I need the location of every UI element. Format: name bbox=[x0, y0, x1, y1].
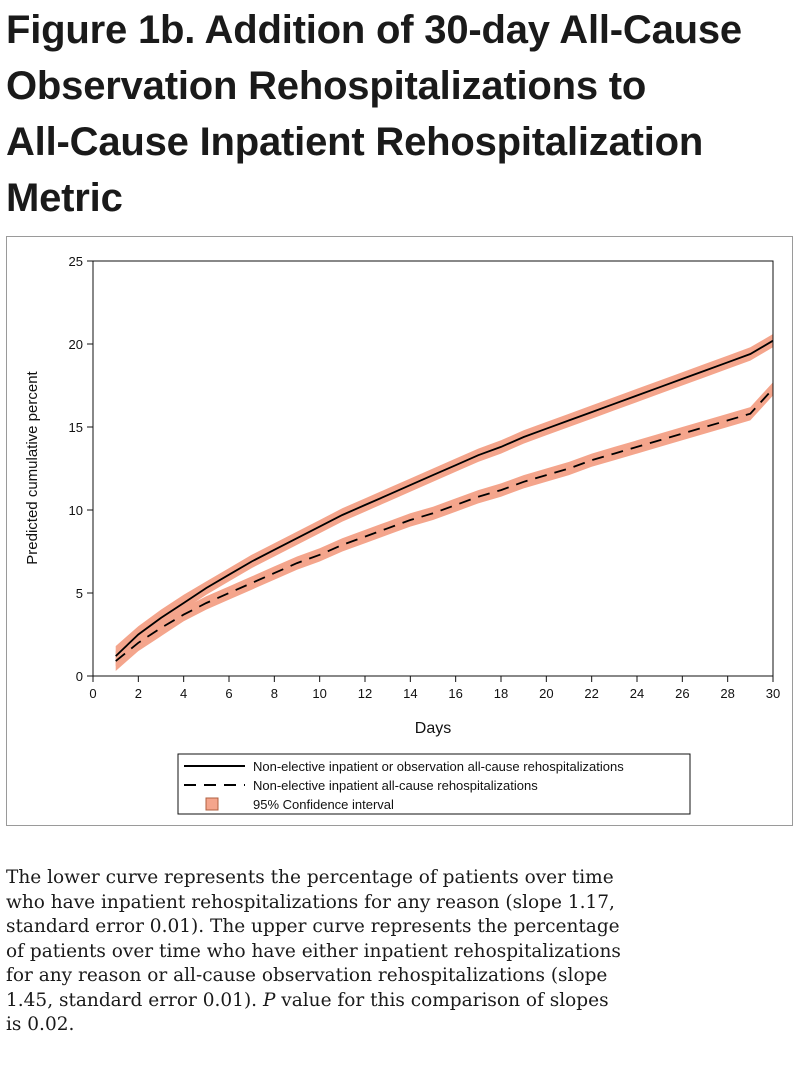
caption-line: standard error 0.01). The upper curve re… bbox=[6, 916, 620, 937]
figure-title-line: Figure 1b. Addition of 30-day All-Cause bbox=[6, 8, 742, 52]
y-tick-label: 15 bbox=[69, 420, 83, 435]
legend-entry: Non-elective inpatient all-cause rehospi… bbox=[253, 778, 538, 793]
y-tick-label: 0 bbox=[76, 669, 83, 684]
caption-line: for any reason or all-cause observation … bbox=[6, 965, 608, 986]
x-tick-label: 16 bbox=[448, 686, 462, 701]
figure-caption: The lower curve represents the percentag… bbox=[6, 866, 796, 1038]
x-tick-label: 10 bbox=[312, 686, 326, 701]
x-tick-label: 2 bbox=[135, 686, 142, 701]
legend: Non-elective inpatient or observation al… bbox=[177, 753, 691, 815]
y-axis-label: Predicted cumulative percent bbox=[24, 370, 41, 564]
y-tick-label: 25 bbox=[69, 254, 83, 269]
plot-area-border bbox=[92, 260, 774, 677]
caption-line: of patients over time who have either in… bbox=[6, 940, 621, 962]
confidence-bands bbox=[115, 334, 773, 671]
series-line-solid bbox=[115, 339, 774, 657]
y-tick-label: 5 bbox=[76, 586, 83, 601]
legend-entry: 95% Confidence interval bbox=[253, 797, 394, 812]
chart-frame: 0 2 4 6 8 10 12 14 16 18 20 22 24 26 28 30 0 5 10 15 20 25 D… bbox=[6, 236, 793, 826]
x-tick-label: 26 bbox=[675, 686, 689, 701]
x-axis-label: Days bbox=[415, 720, 451, 737]
x-tick-label: 24 bbox=[630, 686, 644, 701]
x-tick-label: 4 bbox=[180, 686, 187, 701]
ci-band-1 bbox=[115, 334, 773, 666]
caption-line: who have inpatient rehospitalizations fo… bbox=[6, 891, 615, 913]
legend-entry: Non-elective inpatient or observation al… bbox=[253, 759, 624, 774]
caption-line: 1.45, standard error 0.01). P value for … bbox=[6, 989, 796, 1014]
x-tick-label: 20 bbox=[539, 686, 553, 701]
x-tick-label: 22 bbox=[584, 686, 598, 701]
x-tick-label: 8 bbox=[271, 686, 278, 701]
x-tick-label: 18 bbox=[494, 686, 508, 701]
x-tick-label: 0 bbox=[89, 686, 96, 701]
ci-band-2 bbox=[115, 382, 773, 671]
legend-swatch-ci bbox=[205, 797, 219, 811]
figure-title-line: Metric bbox=[6, 176, 123, 220]
caption-line: The lower curve represents the percentag… bbox=[6, 867, 614, 888]
y-tick-label: 20 bbox=[69, 337, 83, 352]
y-tick-label: 10 bbox=[69, 503, 83, 518]
caption-segment: value for this comparison of slopes bbox=[275, 989, 609, 1011]
series-lines bbox=[115, 339, 774, 662]
caption-italic-p: P bbox=[262, 989, 276, 1011]
x-tick-label: 14 bbox=[403, 686, 417, 701]
x-tick-label: 28 bbox=[720, 686, 734, 701]
caption-line: is 0.02. bbox=[6, 1014, 75, 1035]
caption-segment: 1.45, standard error 0.01). bbox=[6, 989, 263, 1011]
x-tick-label: 6 bbox=[225, 686, 232, 701]
figure-title-line: All-Cause Inpatient Rehospitalization bbox=[6, 120, 704, 164]
series-line-dashed bbox=[115, 388, 774, 662]
x-tick-label: 30 bbox=[766, 686, 780, 701]
x-axis: 0 2 4 6 8 10 12 14 16 18 20 22 24 26 28 30 bbox=[89, 676, 780, 701]
figure-title-line: Observation Rehospitalizations to bbox=[6, 64, 647, 108]
legend-box bbox=[177, 753, 691, 815]
y-axis: 0 5 10 15 20 25 bbox=[69, 254, 93, 684]
figure-title: Figure 1b. Addition of 30-day All-Cause … bbox=[6, 2, 796, 226]
x-tick-label: 12 bbox=[358, 686, 372, 701]
